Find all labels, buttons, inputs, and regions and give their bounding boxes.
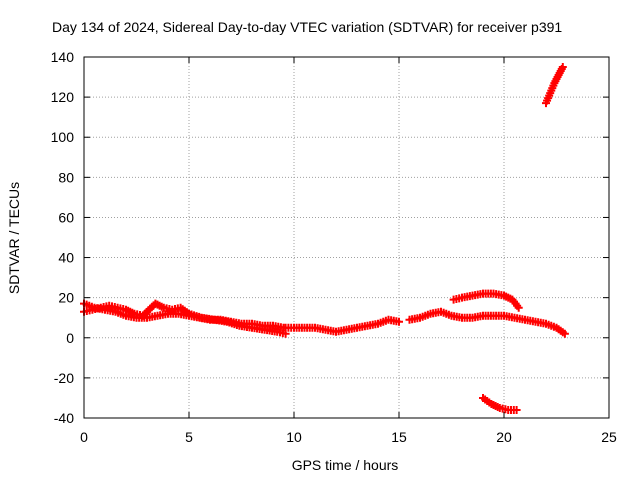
plot-frame [83,56,610,419]
data-points [80,63,569,414]
series-lower-arc [479,393,521,414]
y-tick-label: 100 [51,129,75,145]
x-tick-label: 0 [80,429,88,445]
x-tick-label: 15 [391,429,407,445]
data-point [514,303,523,312]
y-tick-label: 80 [58,169,74,185]
series-upper-arc [449,289,523,312]
x-tick-label: 5 [185,429,193,445]
y-tick-label: -40 [54,410,74,426]
x-tick-label: 25 [601,429,617,445]
x-tick-label: 20 [496,429,512,445]
y-tick-label: 60 [58,209,74,225]
y-tick-label: 120 [51,89,75,105]
y-tick-label: -20 [54,370,74,386]
x-tick-label: 10 [286,429,302,445]
x-axis-label: GPS time / hours [292,457,399,473]
series-main-band-b [80,299,290,338]
grid [84,57,609,418]
y-tick-label: 0 [66,330,74,346]
series-steep-rise [542,63,567,108]
data-point [560,329,569,338]
axis-ticks: 0 5 10 15 20 25 -40 -20 0 20 40 60 80 100 120 140 [51,49,617,445]
y-tick-label: 40 [58,250,74,266]
y-tick-label: 140 [51,49,75,65]
data-point [558,63,567,72]
data-point [395,317,403,326]
series-mid-band [281,315,403,336]
data-point [512,405,521,414]
chart-title: Day 134 of 2024, Sidereal Day-to-day VTE… [52,19,562,35]
y-axis-label: SDTVAR / TECUs [6,182,22,294]
series-late-band [405,307,569,338]
y-tick-label: 20 [58,290,74,306]
